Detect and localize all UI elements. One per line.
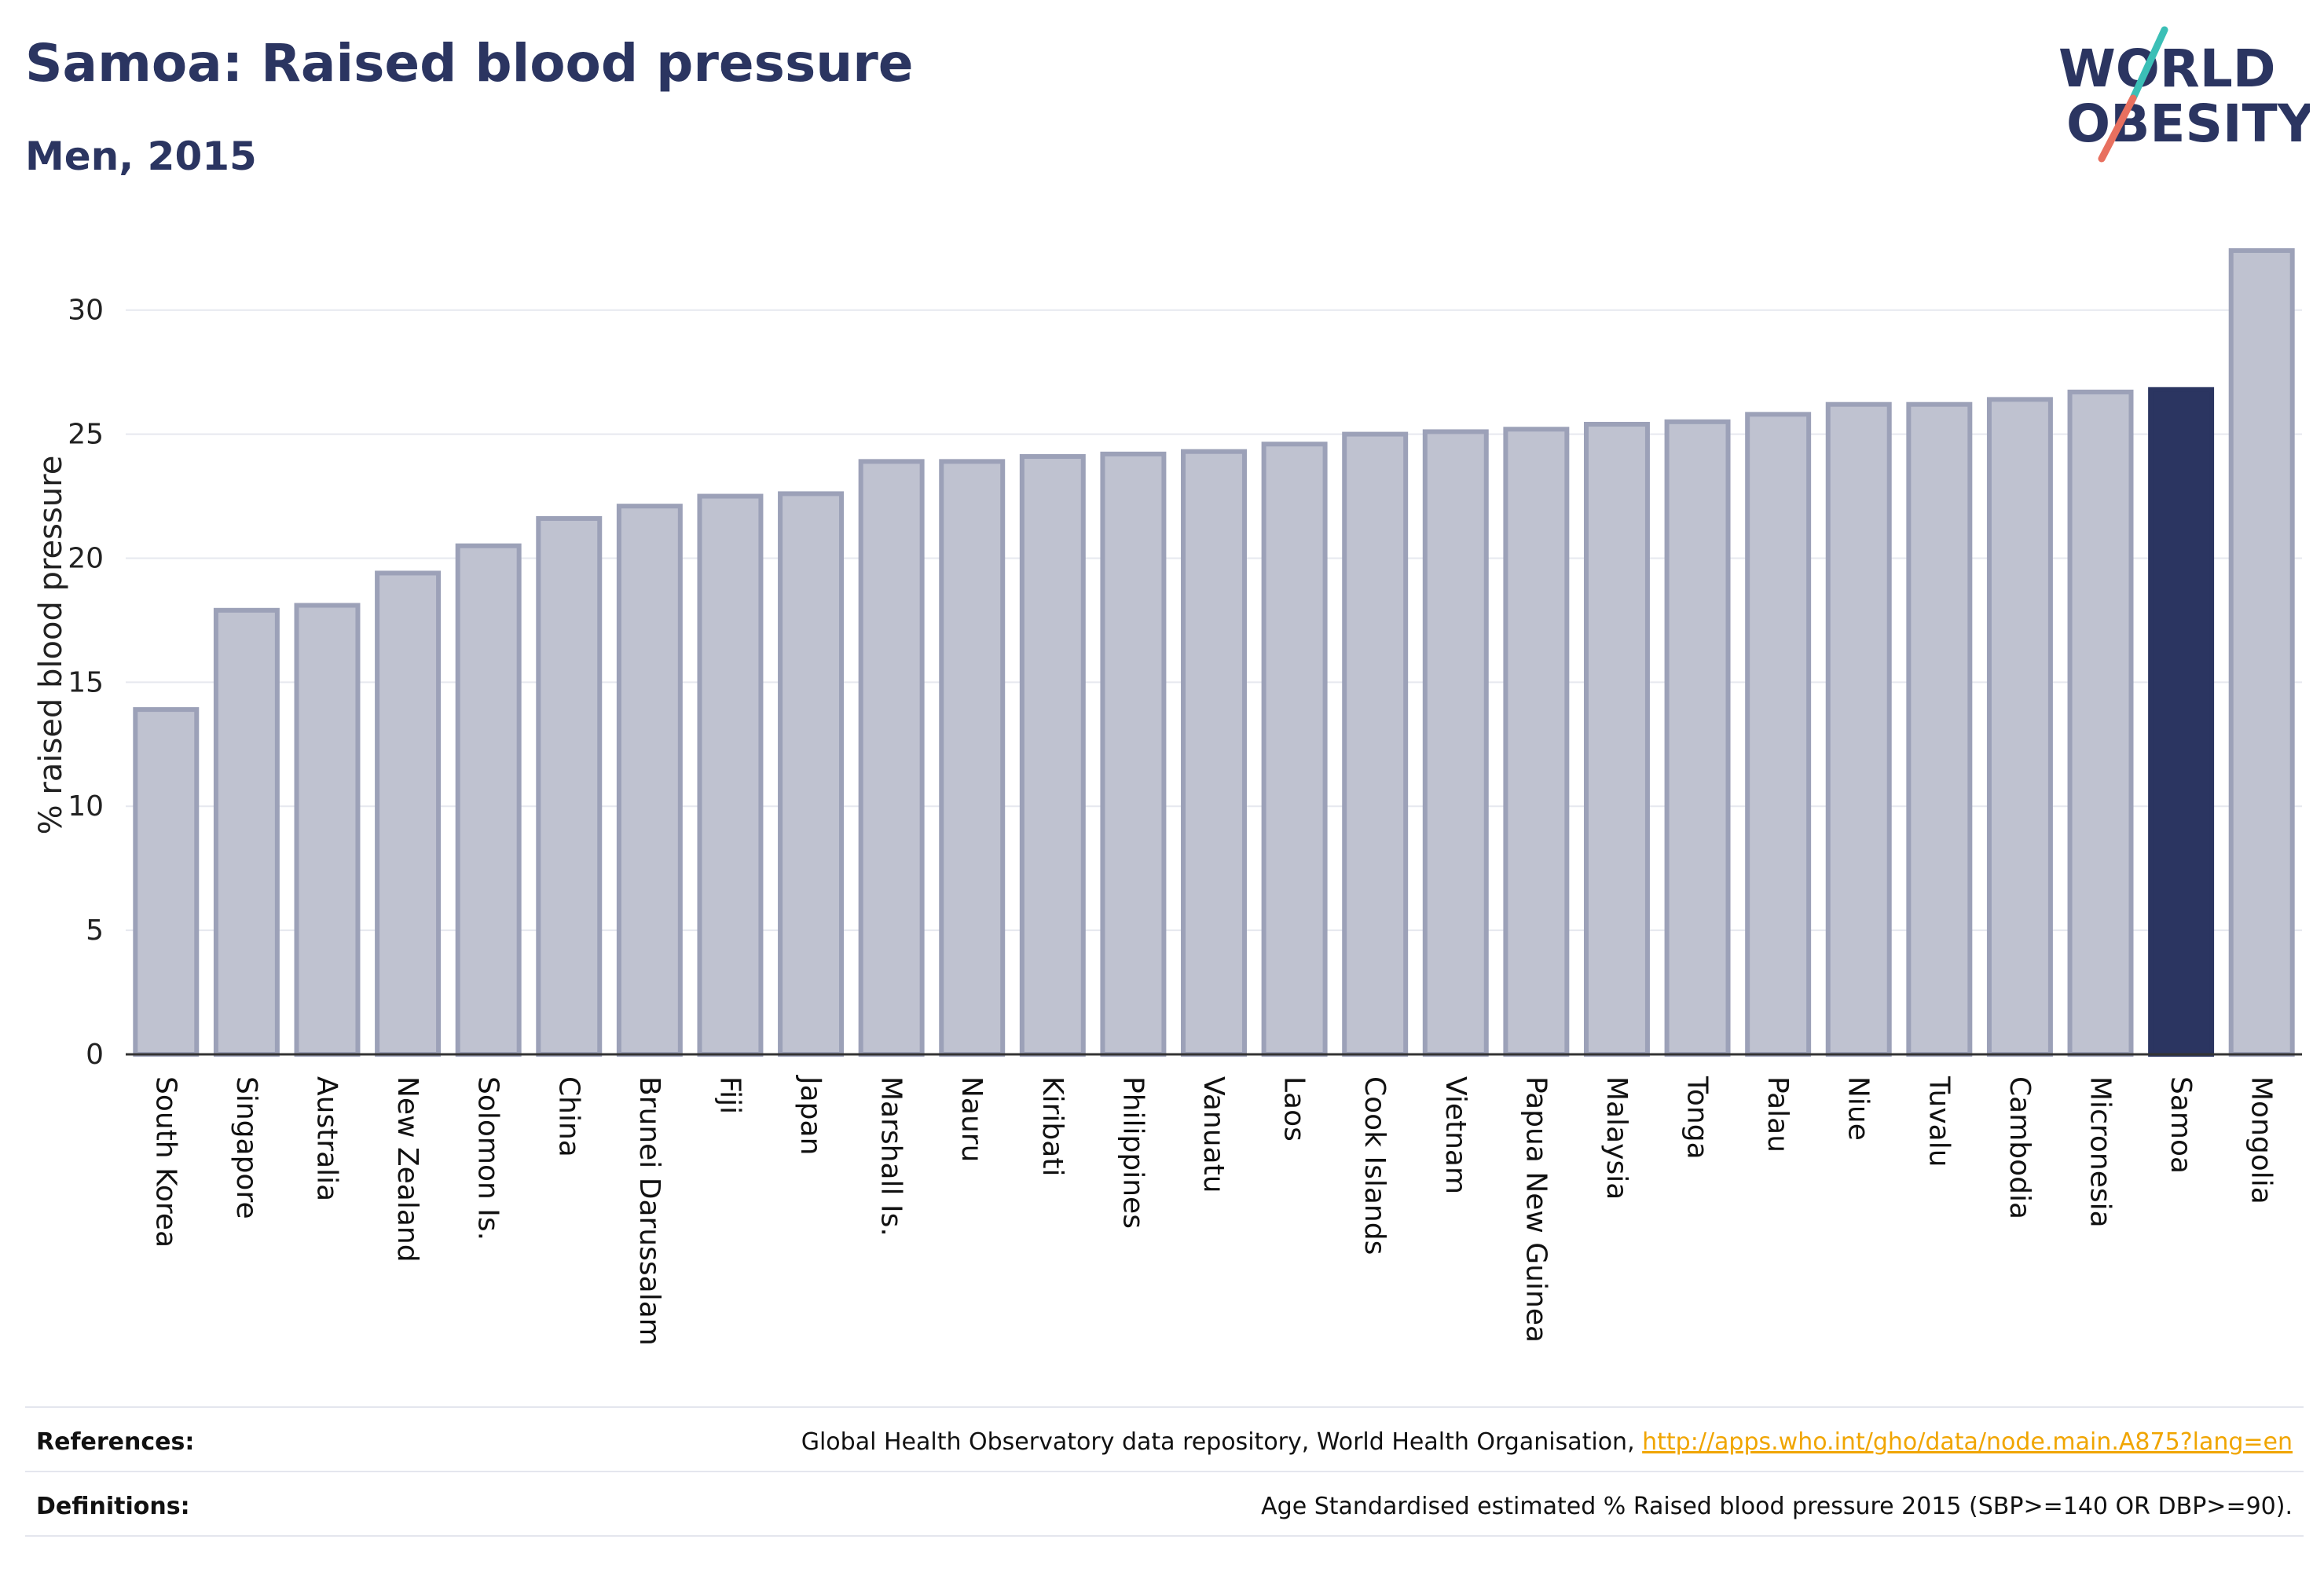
x-tick-label-philippines: Philippines [1116,1076,1149,1229]
x-tick-label-cook-islands: Cook Islands [1358,1076,1391,1255]
x-tick-label-solomon-is: Solomon Is. [472,1076,504,1241]
logo-slash-teal-icon [2129,26,2168,102]
bar-niue [1825,401,1892,1057]
y-tick-label-10: 10 [68,790,104,823]
bar-tonga [1664,419,1731,1057]
bar-samoa [2148,387,2215,1057]
bar-solomon-is [455,543,522,1057]
bar-cook-islands [1342,431,1409,1057]
footer-divider-top [25,1406,2304,1408]
references-source: Global Health Observatory data repositor… [801,1428,1643,1456]
bar-laos [1261,442,1328,1057]
x-tick-label-kiribati: Kiribati [1036,1076,1069,1176]
x-tick-label-china: China [552,1076,585,1157]
bar-malaysia [1583,421,1650,1057]
x-tick-label-vanuatu: Vanuatu [1197,1076,1230,1193]
y-tick-label-15: 15 [68,666,104,698]
bar-vietnam [1422,429,1489,1057]
x-tick-label-palau: Palau [1761,1076,1794,1153]
bar-new-zealand [375,570,442,1057]
x-tick-label-vietnam: Vietnam [1439,1076,1472,1194]
bar-palau [1745,412,1812,1057]
world-obesity-logo: WORLD OBESITY [2058,26,2310,163]
footer-divider-bottom [25,1535,2304,1537]
bar-marshall-is [858,459,925,1057]
bar-nauru [939,459,1006,1057]
tick-labels: 0 5 10 15 20 25 30 South Korea Singapore Australi… [33,295,2278,1346]
references-label: References: [36,1428,195,1456]
x-tick-label-laos: Laos [1278,1076,1310,1142]
x-tick-label-micronesia: Micronesia [2084,1076,2117,1228]
y-axis-label: % raised blood pressure [33,456,69,835]
x-tick-label-singapore: Singapore [230,1076,262,1219]
x-tick-label-niue: Niue [1842,1076,1875,1141]
bar-tuvalu [1906,401,1973,1057]
y-tick-label-30: 30 [68,295,104,327]
x-tick-label-samoa: Samoa [2165,1076,2197,1174]
y-tick-label-25: 25 [68,419,104,451]
y-tick-label-5: 5 [86,914,104,947]
definitions-label: Definitions: [36,1493,190,1520]
definitions-text: Age Standardised estimated % Raised bloo… [1261,1493,2293,1520]
bar-vanuatu [1181,449,1247,1057]
references-text: Global Health Observatory data repositor… [801,1428,2293,1456]
x-tick-label-tuvalu: Tuvalu [1923,1076,1955,1167]
bar-japan [778,491,845,1057]
x-tick-label-new-zealand: New Zealand [391,1076,423,1263]
bar-cambodia [1986,397,2053,1057]
x-tick-label-marshall-is: Marshall Is. [875,1076,907,1237]
chart-title: Samoa: Raised blood pressure [25,33,914,93]
bar-philippines [1100,451,1167,1057]
bar-singapore [213,607,280,1057]
x-tick-label-south-korea: South Korea [149,1076,181,1248]
bar-chart: 0 5 10 15 20 25 30 South Korea Singapore Australi… [33,247,2302,1346]
x-tick-label-brunei-darussalam: Brunei Darussalam [633,1076,665,1346]
bar-south-korea [133,707,200,1057]
bar-fiji [697,493,764,1057]
bar-china [536,515,603,1057]
footer-divider-middle [25,1471,2304,1472]
x-tick-label-mongolia: Mongolia [2245,1076,2278,1204]
chart-subtitle: Men, 2015 [25,134,257,179]
logo-slash-coral-icon [2098,94,2137,163]
bar-micronesia [2067,389,2134,1057]
x-tick-label-malaysia: Malaysia [1600,1076,1633,1200]
bar-kiribati [1019,454,1086,1057]
x-tick-label-australia: Australia [310,1076,343,1201]
x-tick-label-fiji: Fiji [713,1076,746,1114]
x-tick-label-cambodia: Cambodia [2003,1076,2036,1219]
bar-mongolia [2228,247,2295,1057]
y-tick-label-0: 0 [86,1039,104,1071]
x-tick-label-tonga: Tonga [1681,1076,1714,1160]
logo-line1: WORLD [2058,38,2276,99]
x-tick-label-papua-new-guinea: Papua New Guinea [1519,1076,1552,1343]
bar-australia [294,603,361,1057]
y-tick-label-20: 20 [68,542,104,574]
bar-papua-new-guinea [1503,427,1570,1057]
x-tick-label-japan: Japan [794,1075,827,1155]
bars [133,247,2295,1057]
references-link[interactable]: http://apps.who.int/gho/data/node.main.A… [1642,1428,2293,1456]
bar-brunei-darussalam [616,504,683,1057]
x-tick-label-nauru: Nauru [955,1076,988,1162]
